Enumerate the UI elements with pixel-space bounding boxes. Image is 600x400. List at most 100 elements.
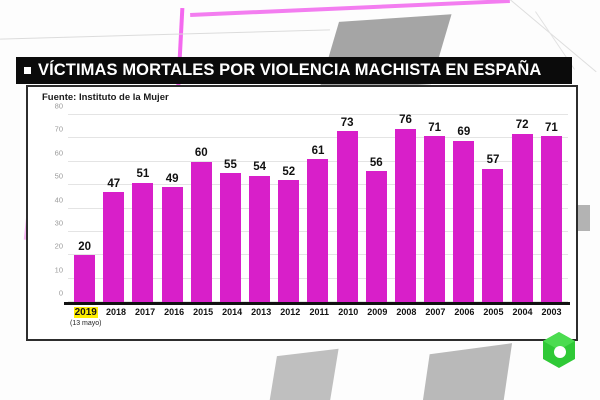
bar-column[interactable]: 57 xyxy=(478,115,507,302)
bar[interactable] xyxy=(394,128,416,302)
square-bullet-icon xyxy=(24,67,31,74)
x-axis-tick-label: 2017 xyxy=(135,307,156,317)
x-axis-label-column: 2017 xyxy=(131,307,160,327)
x-axis-tick-label: 2005 xyxy=(483,307,504,317)
chart-panel: Fuente: Instituto de la Mujer 0 10 20 30 40 5… xyxy=(26,85,578,341)
bar-column[interactable]: 55 xyxy=(216,115,245,302)
gridline xyxy=(68,114,568,115)
bar-column[interactable]: 49 xyxy=(158,115,187,302)
x-axis-label-column: 2018 xyxy=(102,307,131,327)
lasexta-logo xyxy=(541,331,577,369)
x-axis-label-column: 2011 xyxy=(305,307,334,327)
y-axis-tick-label: 80 xyxy=(54,101,63,111)
x-axis-labels: 2019 (13 mayo) 2018 2017 2016 2015 2014 2013 201… xyxy=(68,307,568,327)
x-axis-tick-label: 2019 xyxy=(73,307,98,318)
bar-column[interactable]: 69 xyxy=(449,115,478,302)
bars-container: 20 47 51 49 60 55 54 52 61 73 56 76 71 69 57 72 71 xyxy=(68,114,568,302)
bar[interactable] xyxy=(190,161,212,302)
y-axis-tick-label: 40 xyxy=(54,195,63,204)
bar-value-label: 49 xyxy=(165,172,179,185)
bar[interactable] xyxy=(161,187,183,302)
x-axis-tick-label: 2012 xyxy=(280,307,301,317)
background-pink-line xyxy=(190,0,510,17)
bar[interactable] xyxy=(278,180,300,302)
bar-value-label: 71 xyxy=(544,121,558,134)
bar-value-label: 69 xyxy=(457,126,471,139)
bar-column[interactable]: 72 xyxy=(508,115,537,302)
bar[interactable] xyxy=(219,173,241,302)
chart-title-bar: VÍCTIMAS MORTALES POR VIOLENCIA MACHISTA… xyxy=(16,57,572,84)
bar-column[interactable]: 56 xyxy=(362,115,391,302)
bar-value-label: 55 xyxy=(224,158,237,171)
gridline xyxy=(68,137,568,139)
source-label: Fuente: Instituto de la Mujer xyxy=(42,92,169,103)
x-axis-tick-label: 2011 xyxy=(309,307,330,317)
bar-value-label: 60 xyxy=(194,147,208,160)
bar-column[interactable]: 20 xyxy=(70,115,99,302)
bar[interactable] xyxy=(103,192,125,302)
x-axis-label-column: 2013 xyxy=(247,307,276,327)
bar-column[interactable]: 76 xyxy=(391,114,420,302)
bar-value-label: 73 xyxy=(340,116,354,129)
x-axis-label-column: 2010 xyxy=(334,307,363,327)
bar-column[interactable]: 47 xyxy=(99,115,128,302)
x-axis-label-column: 2009 xyxy=(363,307,392,327)
bar-value-label: 57 xyxy=(486,154,500,167)
bar-value-label: 51 xyxy=(136,168,150,181)
x-axis-tick-label: 2006 xyxy=(454,307,475,317)
bar[interactable] xyxy=(365,171,387,302)
x-axis-label-column: 2004 xyxy=(508,307,537,327)
background-gray-shape xyxy=(407,343,513,400)
bar[interactable] xyxy=(424,136,446,302)
bar[interactable] xyxy=(511,133,533,302)
x-axis-tick-label: 2016 xyxy=(164,307,185,317)
lasexta-logo-icon xyxy=(543,332,575,368)
bar[interactable] xyxy=(307,159,329,302)
bar-value-label: 72 xyxy=(515,119,529,132)
x-axis-label-column: 2016 xyxy=(160,307,189,327)
bar-column[interactable]: 52 xyxy=(274,115,303,302)
bar-column[interactable]: 61 xyxy=(303,115,332,302)
bar-value-label: 76 xyxy=(399,114,412,126)
bar[interactable] xyxy=(540,136,562,302)
bar[interactable] xyxy=(249,175,271,302)
bar-column[interactable]: 73 xyxy=(333,115,362,302)
x-axis-label-column: 2012 xyxy=(276,307,305,327)
bar-value-label: 52 xyxy=(282,165,296,178)
background-gray-shape xyxy=(257,348,339,400)
x-axis-label-column: 2007 xyxy=(421,307,450,327)
bar-value-label: 71 xyxy=(428,121,442,134)
bar-value-label: 56 xyxy=(369,156,383,169)
background-thin-line xyxy=(0,29,330,40)
bar[interactable] xyxy=(453,140,475,302)
x-axis-tick-label: 2010 xyxy=(338,307,359,317)
x-axis-tick-label: 2007 xyxy=(425,307,446,317)
y-axis-tick-label: 60 xyxy=(54,148,63,158)
x-axis-tick-label: 2009 xyxy=(367,307,388,317)
x-axis-label-column: 2019 (13 mayo) xyxy=(70,307,102,327)
x-axis-label-column: 2005 xyxy=(479,307,508,327)
x-axis-tick-label: 2018 xyxy=(106,307,127,317)
y-axis-tick-label: 30 xyxy=(54,218,63,228)
x-axis-line xyxy=(64,302,570,305)
bar[interactable] xyxy=(336,131,358,302)
y-axis-tick-label: 0 xyxy=(58,288,63,298)
bar-column[interactable]: 60 xyxy=(187,115,216,302)
x-axis-tick-label: 2004 xyxy=(512,307,533,317)
bar[interactable] xyxy=(482,168,504,302)
bar-value-label: 47 xyxy=(107,177,121,190)
bar[interactable] xyxy=(132,182,154,302)
plot-area: 0 10 20 30 40 50 60 70 80 20 47 51 49 60 55 54 52 61 73 56… xyxy=(55,102,568,302)
bar-column[interactable]: 51 xyxy=(128,115,157,302)
x-axis-label-column: 2008 xyxy=(392,307,421,327)
bar[interactable] xyxy=(74,255,96,302)
x-axis-label-column: 2006 xyxy=(450,307,479,327)
bar-column[interactable]: 71 xyxy=(537,115,566,302)
x-axis-tick-label: 2014 xyxy=(222,307,243,317)
x-axis-tick-label: 2008 xyxy=(396,307,417,317)
bar-value-label: 20 xyxy=(78,240,91,253)
x-axis-label-column: 2003 xyxy=(537,307,566,327)
bar-column[interactable]: 54 xyxy=(245,115,274,302)
bar-column[interactable]: 71 xyxy=(420,115,449,302)
x-axis-tick-label: 2013 xyxy=(251,307,272,317)
